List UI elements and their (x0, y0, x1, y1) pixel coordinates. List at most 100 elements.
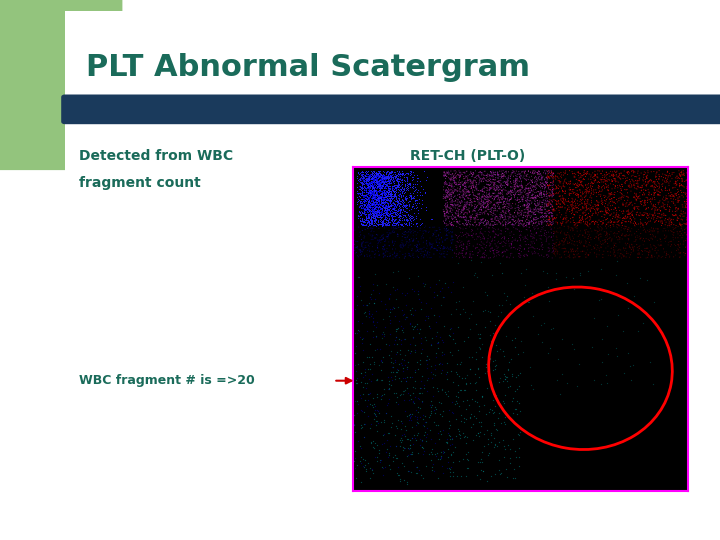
Point (405, 468, 417, 476)
Point (367, 209, 379, 218)
Point (419, 223, 431, 232)
Point (551, 200, 562, 209)
Point (454, 198, 466, 206)
Point (365, 213, 377, 221)
Point (478, 174, 490, 183)
Point (412, 252, 423, 260)
Point (474, 343, 485, 352)
Point (513, 195, 525, 204)
Point (356, 226, 368, 235)
Point (492, 189, 504, 198)
Point (393, 214, 405, 223)
Point (651, 249, 662, 258)
Point (586, 194, 598, 202)
Point (377, 171, 389, 180)
Point (593, 233, 605, 241)
Point (524, 200, 536, 209)
Point (503, 176, 514, 185)
Point (652, 191, 664, 199)
Point (600, 199, 611, 208)
Point (362, 184, 374, 192)
Point (456, 178, 468, 186)
Point (613, 194, 624, 202)
Point (561, 179, 572, 188)
Point (465, 410, 477, 418)
Point (438, 167, 450, 176)
Point (377, 186, 388, 195)
Point (364, 390, 375, 399)
Point (376, 213, 387, 221)
Point (360, 205, 372, 214)
Point (392, 217, 404, 225)
Point (374, 192, 386, 201)
Point (660, 174, 672, 183)
Point (377, 328, 389, 336)
Point (386, 171, 397, 180)
Point (544, 221, 555, 230)
Point (383, 186, 395, 194)
Point (487, 167, 499, 176)
Point (586, 218, 598, 226)
Point (377, 202, 388, 211)
Point (564, 238, 575, 247)
Point (396, 236, 408, 245)
Point (671, 246, 683, 255)
Point (578, 242, 590, 251)
Point (350, 375, 361, 384)
Point (477, 198, 489, 206)
Point (523, 207, 534, 216)
Point (397, 178, 408, 186)
Point (372, 191, 383, 199)
Point (452, 180, 464, 189)
Point (397, 310, 408, 319)
Point (428, 287, 440, 296)
Point (502, 188, 513, 197)
Point (514, 253, 526, 261)
Point (379, 246, 390, 254)
Point (476, 187, 487, 195)
Point (459, 174, 471, 183)
Point (480, 176, 492, 185)
Point (478, 197, 490, 205)
Point (372, 221, 383, 230)
Point (544, 195, 556, 204)
Point (400, 386, 411, 394)
Point (605, 197, 616, 206)
Point (384, 201, 396, 210)
Point (582, 267, 593, 275)
Point (629, 237, 640, 246)
Point (592, 198, 603, 206)
Point (567, 185, 578, 194)
Point (603, 251, 614, 260)
Point (472, 215, 483, 224)
Point (423, 227, 435, 235)
Point (416, 372, 428, 380)
Point (363, 202, 374, 211)
Point (485, 253, 496, 262)
Point (639, 244, 651, 253)
Point (364, 170, 375, 179)
Point (498, 202, 510, 211)
Point (681, 183, 693, 192)
Point (352, 176, 364, 184)
Point (355, 393, 366, 402)
Point (649, 217, 661, 226)
Point (437, 366, 449, 375)
Point (386, 419, 397, 428)
Point (477, 187, 488, 195)
Point (575, 227, 586, 235)
Point (451, 217, 462, 226)
Point (382, 219, 394, 227)
Point (368, 180, 379, 189)
Point (464, 170, 475, 179)
Point (453, 211, 464, 220)
Point (639, 196, 650, 205)
Point (390, 171, 402, 180)
Point (387, 214, 398, 223)
Point (506, 370, 518, 379)
Point (375, 174, 387, 183)
Point (379, 177, 391, 186)
Point (589, 244, 600, 252)
Point (359, 197, 371, 205)
Point (386, 172, 397, 180)
